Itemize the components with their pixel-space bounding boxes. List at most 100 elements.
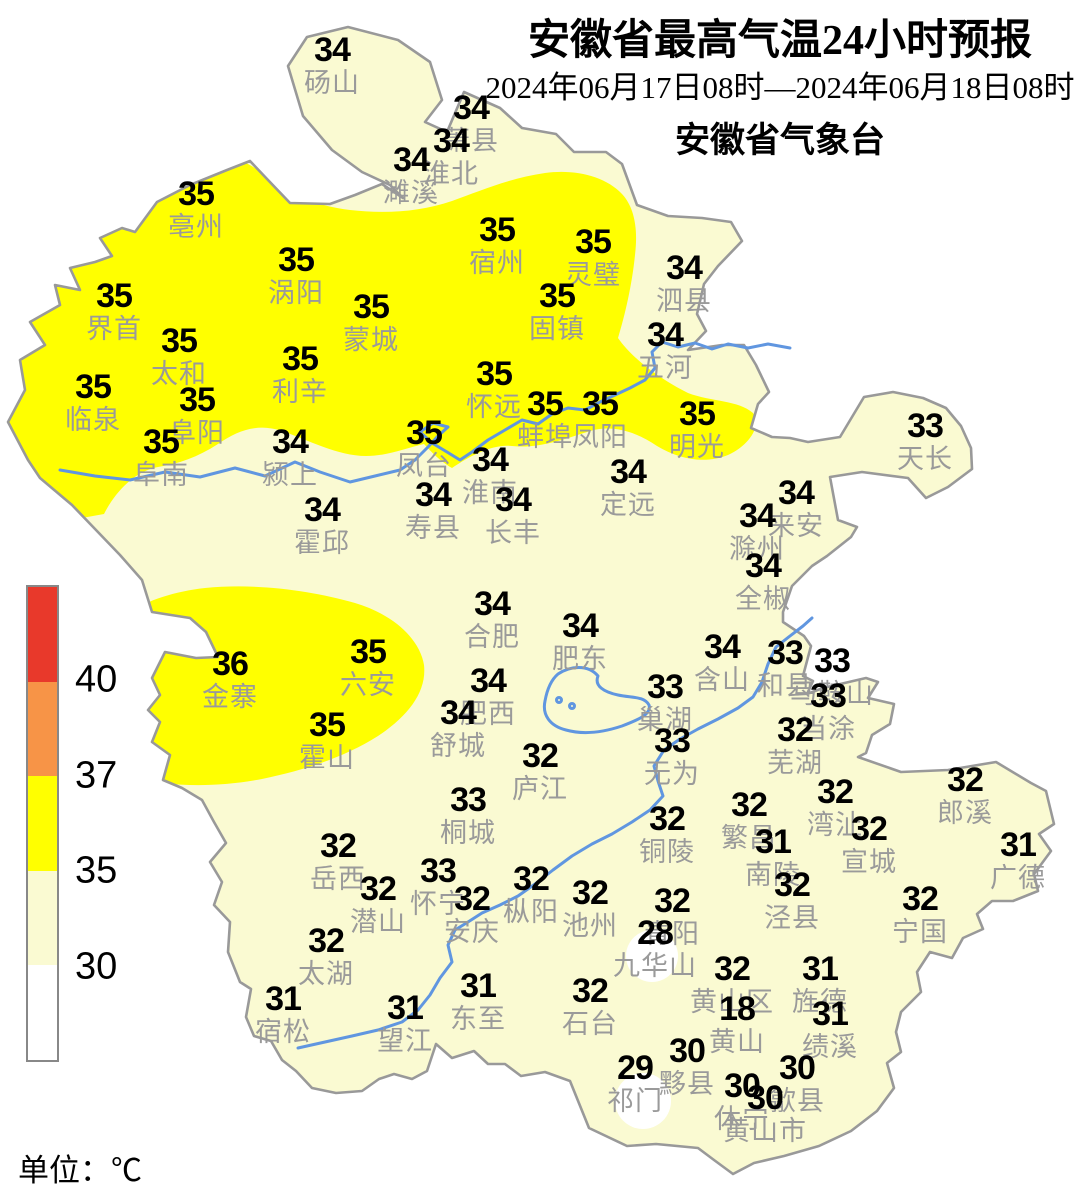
- city-station: 31 南陵: [745, 825, 801, 889]
- city-temp: 34: [415, 476, 452, 514]
- city-temp: 35: [527, 385, 564, 423]
- city-name: 定远: [600, 490, 656, 520]
- city-station: 36 金寨: [202, 647, 258, 711]
- city-temp: 32: [522, 737, 559, 775]
- city-station: 32 黄山区: [690, 952, 774, 1016]
- city-station: 35 涡阳: [268, 243, 324, 307]
- city-station: 35 灵璧: [565, 225, 621, 289]
- city-station: 33 无为: [644, 724, 700, 788]
- city-station: 33 桐城: [440, 783, 496, 847]
- city-station: 31 旌德: [792, 952, 848, 1016]
- city-station: 34 肥东: [552, 609, 608, 673]
- city-name: 五河: [637, 353, 693, 383]
- city-name: 利辛: [272, 377, 328, 407]
- city-temp: 32: [308, 922, 345, 960]
- city-temp: 35: [282, 340, 319, 378]
- city-name: 太湖: [298, 959, 354, 989]
- cool-zone-jiuhuashan: [626, 930, 678, 982]
- city-station: 32 太湖: [298, 924, 354, 988]
- city-temp: 35: [179, 381, 216, 419]
- city-station: 34 濉溪: [383, 143, 439, 207]
- city-temp: 35: [143, 423, 180, 461]
- city-temp: 32: [902, 880, 939, 918]
- city-temp: 32: [774, 866, 811, 904]
- unit-label: 单位：℃: [18, 1153, 142, 1188]
- city-station: 32 芜湖: [767, 713, 823, 777]
- city-station: 32 泾县: [764, 868, 820, 932]
- legend-tick-30: 30: [75, 945, 118, 988]
- city-name: 繁昌: [721, 823, 777, 853]
- city-name: 含山: [694, 665, 750, 695]
- legend-color-cell: [28, 681, 57, 777]
- city-station: 32 石台: [562, 974, 618, 1038]
- city-name: 太和: [151, 359, 207, 389]
- city-name: 当涂: [800, 714, 856, 744]
- city-temp: 34: [474, 585, 511, 623]
- city-name: 全椒: [735, 584, 791, 614]
- city-station: 33 天长: [897, 409, 953, 473]
- city-temp: 34: [433, 122, 470, 160]
- city-temp: 35: [575, 223, 612, 261]
- city-temp: 34: [745, 547, 782, 585]
- city-temp: 29: [617, 1049, 654, 1087]
- city-name: 灵璧: [565, 260, 621, 290]
- city-station: 34 合肥: [464, 587, 520, 651]
- city-name: 六安: [340, 670, 396, 700]
- city-name: 寿县: [405, 513, 461, 543]
- city-name: 固镇: [529, 314, 585, 344]
- city-temp: 30: [779, 1049, 816, 1087]
- city-station: 35 宿州: [469, 213, 525, 277]
- city-station: 35 阜南: [133, 425, 189, 489]
- city-temp: 35: [539, 277, 576, 315]
- city-station: 33 马鞍山: [790, 644, 874, 708]
- city-name: 宣城: [841, 847, 897, 877]
- city-name: 黄山: [709, 1027, 765, 1057]
- city-name: 霍邱: [294, 528, 350, 558]
- city-name: 蚌埠: [517, 422, 573, 452]
- city-station: 30 黄山市: [723, 1081, 807, 1145]
- city-name: 砀山: [304, 68, 360, 98]
- city-temp: 32: [654, 882, 691, 920]
- city-station: 35 蚌埠: [517, 387, 573, 451]
- city-temp: 32: [714, 950, 751, 988]
- city-station: 32 铜陵: [639, 802, 695, 866]
- city-name: 淮南: [462, 478, 518, 508]
- chaohu-island-dot: [568, 702, 576, 710]
- city-name: 濉溪: [383, 178, 439, 208]
- city-temp: 35: [479, 211, 516, 249]
- city-temp: 34: [666, 249, 703, 287]
- city-name: 泾县: [764, 903, 820, 933]
- city-temp: 34: [472, 441, 509, 479]
- city-name: 阜南: [133, 460, 189, 490]
- city-station: 34 来安: [768, 476, 824, 540]
- city-name: 来安: [768, 511, 824, 541]
- city-station: 32 庐江: [512, 739, 568, 803]
- city-temp: 34: [739, 497, 776, 535]
- city-name: 颍上: [262, 460, 318, 490]
- city-station: 34 肥西: [460, 664, 516, 728]
- yangtze-river: [296, 616, 814, 1050]
- city-temp: 34: [647, 316, 684, 354]
- chaohu-lake: [542, 666, 651, 735]
- city-temp: 32: [649, 800, 686, 838]
- city-temp: 33: [647, 668, 684, 706]
- city-name: 舒城: [430, 731, 486, 761]
- city-name: 巢湖: [637, 705, 693, 735]
- legend-color-bar: [26, 585, 59, 1062]
- legend-tick-37: 37: [75, 754, 118, 797]
- city-temp: 35: [679, 395, 716, 433]
- city-temp: 34: [393, 141, 430, 179]
- city-temp: 34: [562, 607, 599, 645]
- city-station: 34 长丰: [485, 483, 541, 547]
- city-station: 32 枞阳: [503, 862, 559, 926]
- city-station: 35 蒙城: [343, 290, 399, 354]
- city-name: 旌德: [792, 987, 848, 1017]
- city-station: 34 淮南: [462, 443, 518, 507]
- city-name: 黄山区: [690, 987, 774, 1017]
- city-temp: 33: [654, 722, 691, 760]
- title-block: 安徽省最高气温24小时预报 2024年06月17日08时—2024年06月18日…: [470, 18, 1080, 163]
- city-name: 蒙城: [343, 325, 399, 355]
- hot-zone-north: [8, 146, 756, 522]
- city-station: 35 怀远: [466, 357, 522, 421]
